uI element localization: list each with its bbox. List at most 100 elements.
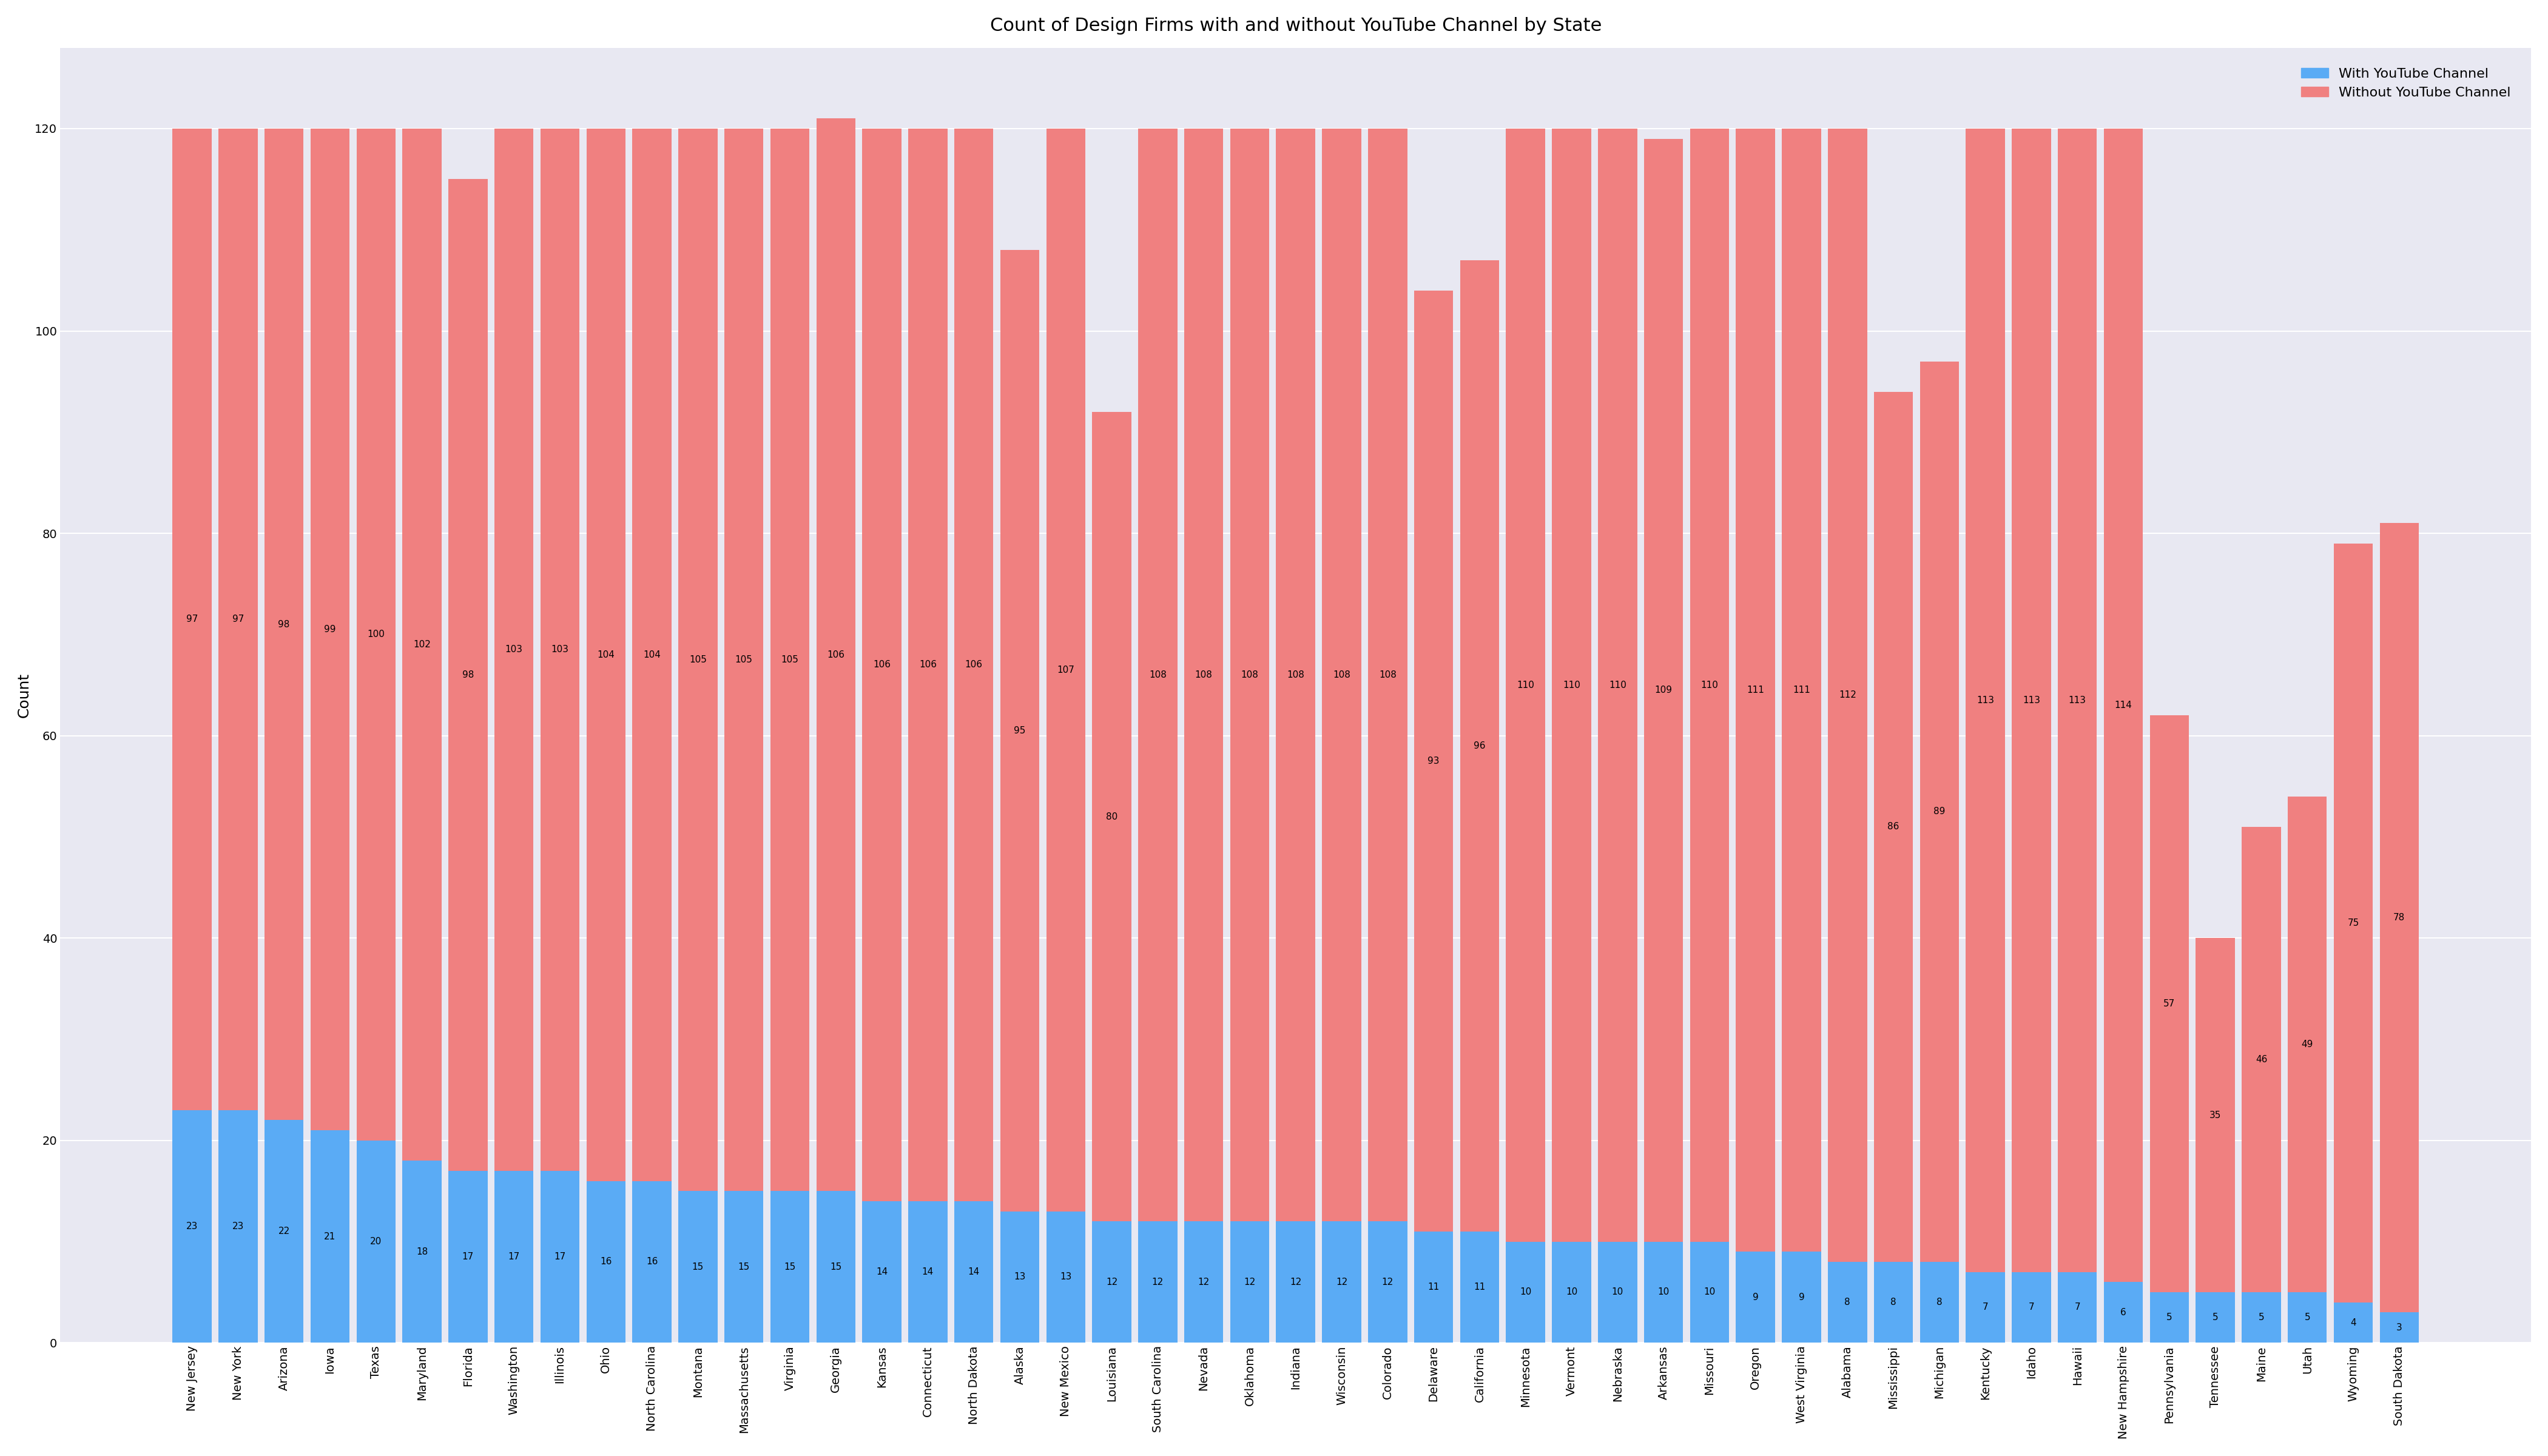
Text: 98: 98 bbox=[278, 620, 290, 629]
Bar bbox=[2242, 827, 2280, 1291]
Bar bbox=[2105, 128, 2143, 1283]
Bar bbox=[494, 128, 533, 1171]
Bar bbox=[1919, 1262, 1959, 1342]
Bar bbox=[1506, 1242, 1544, 1342]
Text: 12: 12 bbox=[1289, 1277, 1302, 1287]
Text: 105: 105 bbox=[782, 655, 798, 664]
Bar bbox=[1781, 1252, 1822, 1342]
Text: 113: 113 bbox=[1977, 696, 1995, 705]
Bar bbox=[2242, 1291, 2280, 1342]
Bar bbox=[1414, 1232, 1452, 1342]
Text: 11: 11 bbox=[1427, 1283, 1440, 1291]
Text: 17: 17 bbox=[507, 1252, 520, 1261]
Bar bbox=[311, 1130, 349, 1342]
Bar bbox=[1552, 128, 1590, 1242]
Bar bbox=[2059, 128, 2097, 1273]
Text: 35: 35 bbox=[2209, 1111, 2222, 1120]
Text: 104: 104 bbox=[596, 651, 614, 660]
Text: 12: 12 bbox=[1243, 1277, 1256, 1287]
Bar bbox=[769, 1191, 810, 1342]
Bar bbox=[1735, 128, 1776, 1252]
Text: 102: 102 bbox=[413, 641, 431, 649]
Bar bbox=[540, 128, 578, 1171]
Text: 12: 12 bbox=[1152, 1277, 1164, 1287]
Text: 14: 14 bbox=[968, 1267, 978, 1277]
Text: 13: 13 bbox=[1014, 1273, 1027, 1281]
Bar bbox=[2196, 1291, 2235, 1342]
Text: 22: 22 bbox=[278, 1227, 290, 1236]
Text: 12: 12 bbox=[1335, 1277, 1348, 1287]
Text: 111: 111 bbox=[1748, 686, 1763, 695]
Text: 10: 10 bbox=[1519, 1287, 1531, 1297]
Bar bbox=[1598, 1242, 1638, 1342]
Text: 108: 108 bbox=[1241, 670, 1259, 680]
Text: 12: 12 bbox=[1106, 1277, 1119, 1287]
Bar bbox=[815, 1191, 856, 1342]
Text: 49: 49 bbox=[2301, 1040, 2314, 1048]
Bar bbox=[2380, 523, 2418, 1312]
Text: 99: 99 bbox=[324, 625, 336, 633]
Text: 7: 7 bbox=[1982, 1303, 1987, 1312]
Text: 113: 113 bbox=[2069, 696, 2087, 705]
Bar bbox=[1967, 1273, 2005, 1342]
Text: 103: 103 bbox=[505, 645, 522, 654]
Text: 5: 5 bbox=[2258, 1313, 2265, 1322]
Bar bbox=[861, 1201, 902, 1342]
Bar bbox=[1093, 1222, 1131, 1342]
Bar bbox=[2059, 1273, 2097, 1342]
Bar bbox=[1231, 128, 1269, 1222]
Text: 3: 3 bbox=[2395, 1324, 2403, 1332]
Bar bbox=[1047, 128, 1085, 1211]
Bar bbox=[907, 1201, 948, 1342]
Text: 75: 75 bbox=[2347, 919, 2359, 927]
Text: 12: 12 bbox=[1381, 1277, 1394, 1287]
Bar bbox=[1689, 128, 1730, 1242]
Text: 106: 106 bbox=[874, 661, 892, 670]
Bar bbox=[1185, 128, 1223, 1222]
Bar bbox=[769, 128, 810, 1191]
Text: 112: 112 bbox=[1840, 690, 1857, 700]
Text: 5: 5 bbox=[2212, 1313, 2219, 1322]
Bar bbox=[173, 128, 211, 1109]
Bar bbox=[2288, 1291, 2326, 1342]
Bar bbox=[448, 1171, 487, 1342]
Text: 9: 9 bbox=[1799, 1293, 1804, 1302]
Text: 15: 15 bbox=[739, 1262, 749, 1271]
Text: 107: 107 bbox=[1057, 665, 1075, 674]
Text: 17: 17 bbox=[553, 1252, 566, 1261]
Bar bbox=[1873, 392, 1914, 1262]
Text: 10: 10 bbox=[1564, 1287, 1577, 1297]
Bar bbox=[1047, 1211, 1085, 1342]
Text: 105: 105 bbox=[734, 655, 752, 664]
Text: 96: 96 bbox=[1473, 741, 1485, 750]
Text: 111: 111 bbox=[1794, 686, 1809, 695]
Bar bbox=[219, 128, 257, 1109]
Bar bbox=[586, 1181, 624, 1342]
Text: 5: 5 bbox=[2166, 1313, 2173, 1322]
Text: 8: 8 bbox=[1845, 1297, 1850, 1307]
Text: 105: 105 bbox=[688, 655, 706, 664]
Text: 110: 110 bbox=[1608, 680, 1626, 690]
Legend: With YouTube Channel, Without YouTube Channel: With YouTube Channel, Without YouTube Ch… bbox=[2288, 54, 2525, 112]
Text: 93: 93 bbox=[1427, 757, 1440, 766]
Text: 15: 15 bbox=[831, 1262, 841, 1271]
Text: 98: 98 bbox=[461, 670, 474, 680]
Bar bbox=[2105, 1283, 2143, 1342]
Text: 110: 110 bbox=[1700, 680, 1717, 690]
Text: 108: 108 bbox=[1333, 670, 1350, 680]
Bar bbox=[1873, 1262, 1914, 1342]
Bar bbox=[1827, 128, 1868, 1262]
Text: 16: 16 bbox=[647, 1258, 657, 1267]
Text: 11: 11 bbox=[1473, 1283, 1485, 1291]
Text: 12: 12 bbox=[1198, 1277, 1210, 1287]
Bar bbox=[956, 1201, 994, 1342]
Text: 103: 103 bbox=[550, 645, 568, 654]
Text: 78: 78 bbox=[2393, 913, 2405, 922]
Bar bbox=[1231, 1222, 1269, 1342]
Text: 15: 15 bbox=[693, 1262, 703, 1271]
Bar bbox=[956, 128, 994, 1201]
Text: 20: 20 bbox=[369, 1238, 382, 1246]
Bar bbox=[1460, 261, 1498, 1232]
Bar bbox=[2151, 715, 2189, 1291]
Text: 10: 10 bbox=[1705, 1287, 1715, 1297]
